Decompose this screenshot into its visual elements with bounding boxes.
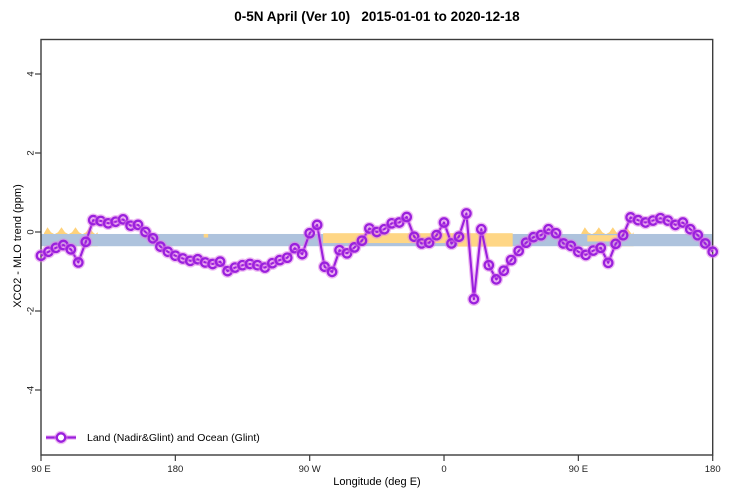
y-tick-label: -4: [25, 386, 36, 394]
series-land-ocean: [34, 206, 720, 306]
x-axis-label: Longitude (deg E): [333, 476, 421, 488]
series-line: [40, 212, 714, 301]
data-point-marker: [483, 259, 495, 271]
data-point-marker: [468, 293, 480, 305]
data-point-marker: [461, 208, 472, 219]
data-point-marker: [80, 236, 92, 248]
orange-wisps-india: [587, 235, 618, 242]
data-point-marker: [453, 231, 465, 243]
data-point-marker: [408, 231, 420, 243]
data-point-marker: [505, 254, 517, 266]
y-tick-label: 4: [25, 71, 36, 76]
axes: 90 E 180 90 W 0 90 E 180 -4 -2 0 2 4: [25, 38, 721, 475]
data-point-marker: [595, 242, 607, 254]
data-point-marker: [684, 223, 696, 235]
data-point-marker: [438, 217, 450, 228]
data-point-marker: [349, 242, 360, 253]
x-tick-label: 90 E: [569, 464, 589, 475]
data-point-marker: [602, 257, 614, 269]
x-tick-label: 180: [705, 464, 721, 475]
data-point-marker: [431, 229, 442, 241]
data-point-marker: [475, 223, 487, 235]
data-point-marker: [296, 248, 308, 260]
data-point-marker: [617, 229, 629, 241]
x-tick-label: 0: [441, 464, 446, 475]
data-point-marker: [513, 245, 525, 257]
y-tick-label: 2: [25, 150, 36, 155]
data-point-marker: [550, 227, 562, 239]
orange-band-pacific: [323, 233, 461, 244]
chart-title: 0-5N April (Ver 10) 2015-01-01 to 2020-1…: [234, 9, 520, 24]
y-tick-label: -2: [25, 307, 36, 315]
x-tick-label: 90 W: [299, 464, 321, 475]
data-point-marker: [132, 219, 144, 231]
data-point-marker: [378, 223, 390, 235]
legend: Land (Nadir&Glint) and Ocean (Glint): [44, 429, 260, 446]
legend-label: Land (Nadir&Glint) and Ocean (Glint): [87, 431, 260, 444]
x-tick-label: 90 E: [31, 464, 51, 475]
legend-circle: [55, 432, 67, 443]
data-point-marker: [692, 229, 704, 241]
data-point-marker: [140, 226, 151, 238]
data-point-marker: [341, 247, 353, 259]
data-point-marker: [699, 238, 711, 249]
data-point-marker: [311, 219, 323, 231]
data-point-marker: [565, 240, 577, 252]
y-axis-label: XCO2 - MLO trend (ppm): [12, 184, 24, 308]
data-point-marker: [498, 265, 510, 277]
data-point-marker: [677, 217, 689, 228]
data-point-marker: [401, 211, 413, 223]
orange-speck: [203, 233, 209, 238]
data-point-marker: [304, 227, 316, 239]
data-point-marker: [707, 246, 719, 258]
data-point-marker: [535, 229, 547, 241]
data-point-marker: [446, 238, 457, 249]
data-point-marker: [610, 238, 622, 250]
x-tick-label: 180: [167, 464, 183, 475]
data-point-marker: [72, 257, 84, 268]
data-point-marker: [326, 266, 338, 278]
data-point-marker: [490, 274, 502, 285]
data-point-marker: [65, 244, 77, 255]
data-point-marker: [117, 214, 129, 225]
data-point-marker: [214, 256, 226, 267]
data-point-marker: [147, 232, 159, 244]
data-point-marker: [289, 242, 301, 254]
data-point-marker: [356, 235, 368, 247]
data-point-marker: [281, 252, 293, 264]
data-point-marker: [423, 237, 435, 249]
legend-line-marker-icon: [46, 430, 76, 445]
y-tick-label: 0: [25, 229, 36, 234]
